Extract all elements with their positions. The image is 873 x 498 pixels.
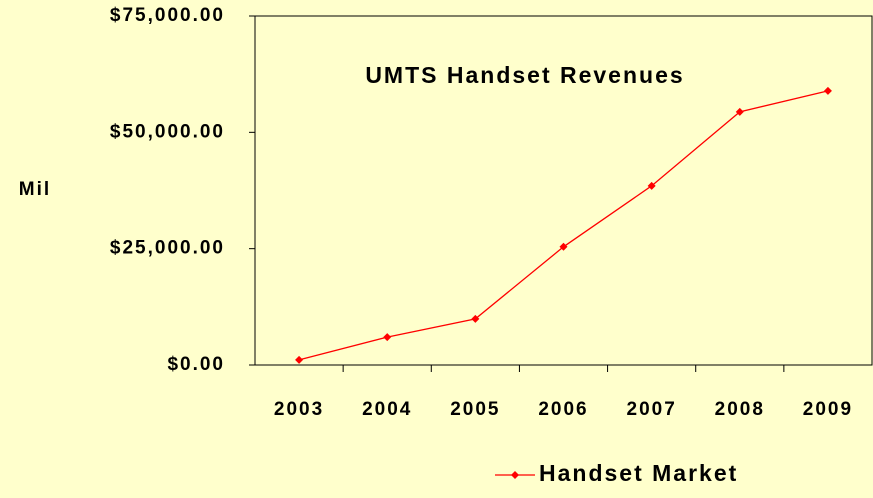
- x-tick-label: 2006: [538, 399, 588, 420]
- y-axis-label: Mil: [19, 179, 51, 200]
- marker: [823, 86, 832, 95]
- legend-label: Handset Market: [539, 460, 738, 486]
- marker: [559, 242, 568, 251]
- x-tick-label: 2007: [627, 399, 677, 420]
- marker: [471, 314, 480, 323]
- marker: [383, 333, 392, 342]
- y-tick-label: $50,000.00: [110, 121, 225, 142]
- x-tick-label: 2003: [274, 399, 324, 420]
- x-tick-label: 2004: [362, 399, 412, 420]
- chart-title: UMTS Handset Revenues: [365, 62, 684, 88]
- y-tick-label: $0.00: [167, 354, 225, 375]
- y-tick-label: $25,000.00: [110, 238, 225, 259]
- marker: [735, 107, 744, 116]
- marker: [647, 181, 656, 190]
- x-tick-label: 2008: [715, 399, 765, 420]
- plot-frame: [254, 15, 873, 366]
- x-tick-label: 2009: [803, 399, 853, 420]
- legend-marker: [511, 471, 519, 479]
- x-tick-label: 2005: [450, 399, 500, 420]
- marker: [295, 355, 304, 364]
- y-tick-label: $75,000.00: [110, 5, 225, 26]
